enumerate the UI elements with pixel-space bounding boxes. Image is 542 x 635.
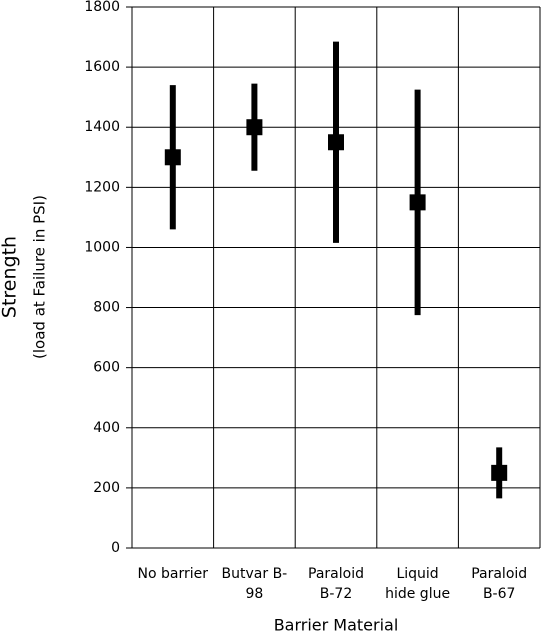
y-tick-label: 800 — [93, 300, 120, 316]
y-tick-label: 1200 — [84, 179, 120, 195]
x-tick-label: Butvar B- 98 — [221, 566, 288, 602]
y-tick-label: 600 — [93, 360, 120, 376]
y-axis-title: Strength — [0, 236, 21, 318]
y-axis-subtitle: (load at Failure in PSI) — [31, 195, 49, 359]
x-tick-label: Paraloid B-67 — [471, 566, 528, 602]
marker — [409, 194, 426, 211]
marker — [246, 119, 263, 136]
y-tick-label: 0 — [111, 540, 120, 556]
marker — [164, 149, 181, 166]
x-tick-label: Liquid hide glue — [385, 566, 451, 602]
x-tick-label: No barrier — [137, 566, 209, 582]
marker — [491, 464, 508, 481]
y-tick-label: 400 — [93, 420, 120, 436]
marker — [328, 134, 344, 151]
y-tick-label: 1400 — [84, 119, 120, 135]
y-tick-label: 1800 — [84, 0, 120, 15]
y-tick-label: 1000 — [84, 239, 120, 255]
y-tick-label: 200 — [93, 480, 120, 496]
x-axis-title: Barrier Material — [274, 616, 399, 635]
x-tick-label: Paraloid B-72 — [308, 566, 364, 602]
y-tick-label: 1600 — [84, 59, 120, 75]
